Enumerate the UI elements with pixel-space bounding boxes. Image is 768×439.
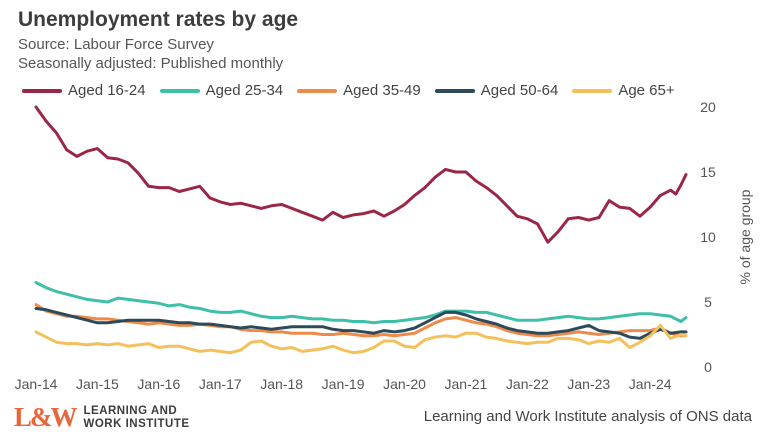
x-tick-label: Jan-19 [322,376,365,392]
chart-legend: Aged 16-24 Aged 25-34 Aged 35-49 Aged 50-64… [22,82,689,99]
legend-label: Aged 16-24 [68,82,146,99]
chart-source: Source: Labour Force Survey [18,36,214,53]
legend-item: Age 65+ [572,82,675,99]
legend-label: Aged 50-64 [480,82,559,99]
lw-logo: L&W LEARNING AND WORK INSTITUTE [14,402,190,433]
x-tick-label: Jan-15 [76,376,119,392]
legend-item: Aged 25-34 [159,82,284,99]
series-line-aged-16-24 [34,105,688,244]
x-tick-label: Jan-14 [15,376,58,392]
series-line-aged-25-34 [34,281,688,325]
logo-line-2: WORK INSTITUTE [83,417,190,430]
legend-swatch [572,88,613,93]
series-line-age-65 [34,323,688,355]
y-tick-label: 0 [704,359,712,375]
legend-swatch [434,88,475,93]
x-tick-label: Jan-17 [199,376,242,392]
legend-swatch [159,88,200,93]
series-line-aged-35-49 [34,303,688,338]
logo-mark: L&W [14,402,77,432]
logo-line-1: LEARNING AND [83,404,178,417]
y-tick-label: 5 [704,294,712,310]
x-tick-label: Jan-18 [260,376,303,392]
legend-label: Age 65+ [618,82,675,99]
x-tick-label: Jan-23 [567,376,610,392]
x-tick-label: Jan-16 [137,376,180,392]
legend-item: Aged 16-24 [22,82,146,99]
x-tick-label: Jan-21 [445,376,488,392]
chart-title: Unemployment rates by age [18,8,299,31]
legend-item: Aged 35-49 [297,82,421,99]
legend-swatch [297,88,338,93]
y-tick-label: 10 [700,229,716,245]
x-tick-label: Jan-22 [506,376,549,392]
legend-item: Aged 50-64 [434,82,559,99]
x-tick-label: Jan-20 [383,376,426,392]
chart-subtitle: Seasonally adjusted: Published monthly [18,55,284,72]
legend-swatch [22,88,62,93]
legend-label: Aged 35-49 [343,82,421,99]
y-tick-label: 20 [700,99,716,115]
series-line-aged-50-64 [34,307,688,340]
legend-label: Aged 25-34 [205,82,284,99]
y-axis-label: % of age group [737,189,753,284]
data-credit: Learning and Work Institute analysis of … [423,408,752,425]
y-tick-label: 15 [700,164,716,180]
logo-text: LEARNING AND WORK INSTITUTE [84,405,190,431]
x-tick-label: Jan-24 [629,376,672,392]
